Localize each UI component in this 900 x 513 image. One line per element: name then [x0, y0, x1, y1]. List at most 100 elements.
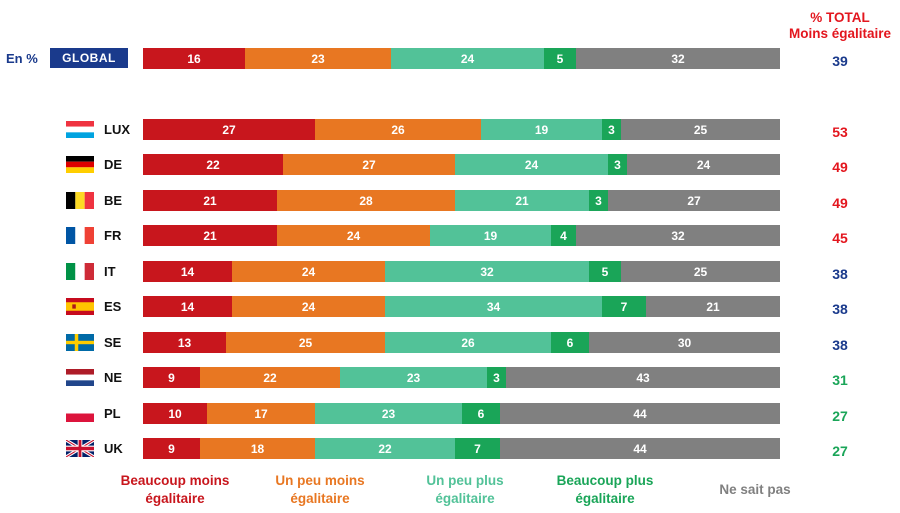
data-label: 13 — [177, 335, 192, 350]
bar-segment-ne-2: 23 — [340, 367, 487, 388]
data-label: 9 — [168, 441, 175, 456]
total-value-se: 38 — [832, 337, 848, 353]
data-label: 16 — [187, 51, 201, 66]
data-label: 26 — [461, 335, 475, 350]
bar-row-fr: 21 24 19 4 32 — [143, 225, 780, 246]
data-label: 10 — [168, 406, 182, 421]
bar-segment-se-2: 26 — [385, 332, 551, 353]
bar-segment-uk-3: 7 — [455, 438, 500, 459]
bar-segment-es-4: 21 — [646, 296, 780, 317]
bar-segment-global-4: 32 — [576, 48, 780, 69]
bar-segment-se-0: 13 — [143, 332, 226, 353]
bar-segment-se-4: 30 — [589, 332, 780, 353]
country-label-uk: UK — [104, 441, 123, 456]
legend-line2: égalitaire — [575, 491, 635, 506]
total-value-fr: 45 — [832, 230, 848, 246]
data-label: 21 — [203, 193, 217, 208]
bar-segment-de-4: 24 — [627, 154, 780, 175]
legend-line1: Beaucoup plus — [556, 473, 654, 488]
bar-segment-global-0: 16 — [143, 48, 245, 69]
bar-row-it: 14 24 32 5 25 — [143, 261, 780, 282]
total-value-pl: 27 — [832, 408, 848, 424]
bar-segment-it-0: 14 — [143, 261, 232, 282]
data-label: 24 — [346, 228, 361, 243]
bar-segment-lux-2: 19 — [481, 119, 602, 140]
flag-pl-icon — [66, 405, 94, 422]
data-label: 3 — [608, 122, 615, 137]
bar-row-es: 14 24 34 7 21 — [143, 296, 780, 317]
data-label: 4 — [560, 228, 567, 243]
bar-row-ne: 9 22 23 3 43 — [143, 367, 780, 388]
bar-segment-ne-0: 9 — [143, 367, 200, 388]
bar-segment-pl-2: 23 — [315, 403, 462, 424]
bar-segment-global-1: 23 — [245, 48, 391, 69]
data-label: 6 — [477, 406, 485, 421]
data-label: 5 — [601, 264, 609, 279]
bar-segment-pl-1: 17 — [207, 403, 315, 424]
data-label: 17 — [254, 406, 268, 421]
legend-item-ne-sait-pas: Ne sait pas — [695, 481, 815, 499]
bar-segment-es-3: 7 — [602, 296, 646, 317]
total-value-it: 38 — [832, 266, 848, 282]
bar-segment-it-1: 24 — [232, 261, 385, 282]
data-label: 28 — [359, 193, 373, 208]
country-label-pl: PL — [104, 406, 121, 421]
data-label: 22 — [263, 370, 277, 385]
data-label: 6 — [566, 335, 574, 350]
bar-segment-be-1: 28 — [277, 190, 455, 211]
country-label-de: DE — [104, 157, 123, 172]
data-label: 23 — [381, 406, 396, 421]
data-label: 3 — [493, 370, 500, 385]
data-label: 3 — [614, 157, 621, 172]
bar-segment-uk-1: 18 — [200, 438, 315, 459]
data-label: 23 — [406, 370, 421, 385]
bar-segment-de-3: 3 — [608, 154, 627, 175]
global-badge: GLOBAL — [50, 48, 128, 68]
bar-segment-ne-1: 22 — [200, 367, 340, 388]
flag-se-icon — [66, 334, 94, 351]
bar-segment-pl-3: 6 — [462, 403, 500, 424]
total-value-ne: 31 — [832, 372, 848, 388]
bar-segment-se-1: 25 — [226, 332, 385, 353]
data-label: 30 — [677, 335, 692, 350]
bar-segment-it-2: 32 — [385, 261, 589, 282]
bar-segment-es-1: 24 — [232, 296, 385, 317]
bar-row-uk: 9 18 22 7 44 — [143, 438, 780, 459]
data-label: 9 — [168, 370, 175, 385]
data-label: 34 — [486, 299, 501, 314]
data-label: 25 — [298, 335, 313, 350]
data-label: 21 — [706, 299, 720, 314]
flag-lux-icon — [66, 121, 94, 138]
bar-segment-lux-4: 25 — [621, 119, 780, 140]
bar-segment-uk-4: 44 — [500, 438, 780, 459]
legend-item-peu-moins: Un peu moins égalitaire — [255, 472, 385, 508]
data-label: 44 — [633, 441, 647, 456]
legend-item-beaucoup-moins: Beaucoup moins égalitaire — [105, 472, 245, 508]
total-value-be: 49 — [832, 195, 848, 211]
data-label: 21 — [203, 228, 217, 243]
bar-segment-ne-3: 3 — [487, 367, 506, 388]
data-label: 32 — [480, 264, 494, 279]
country-label-it: IT — [104, 264, 116, 279]
data-label: 18 — [250, 441, 265, 456]
bar-segment-se-3: 6 — [551, 332, 589, 353]
flag-uk-icon — [66, 440, 94, 457]
total-title-line2: Moins égalitaire — [788, 26, 892, 41]
bar-segment-global-3: 5 — [544, 48, 576, 69]
data-label: 19 — [483, 228, 498, 243]
bar-segment-es-0: 14 — [143, 296, 232, 317]
country-label-lux: LUX — [104, 122, 130, 137]
data-label: 25 — [693, 122, 708, 137]
data-label: 24 — [301, 264, 316, 279]
bar-segment-uk-2: 22 — [315, 438, 455, 459]
total-value-es: 38 — [832, 301, 848, 317]
data-label: 7 — [474, 441, 481, 456]
legend-line1: Beaucoup moins — [120, 473, 230, 488]
bar-segment-lux-1: 26 — [315, 119, 481, 140]
data-label: 3 — [595, 193, 602, 208]
data-label: 24 — [524, 157, 539, 172]
bar-segment-fr-4: 32 — [576, 225, 780, 246]
total-column-title: % TOTAL Moins égalitaire — [775, 10, 900, 42]
data-label: 44 — [633, 406, 647, 421]
flag-fr-icon — [66, 227, 94, 244]
